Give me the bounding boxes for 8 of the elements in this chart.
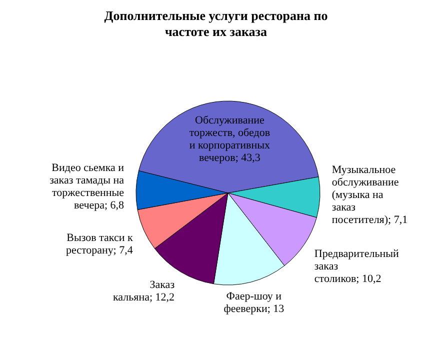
slice-label: Предварительный заказ столиков; 10,2 <box>314 248 399 285</box>
slice-label: Фаер-шоу и фееверки; 13 <box>224 290 285 316</box>
chart-title: Дополнительные услуги ресторана по частоте их заказа <box>103 8 329 40</box>
slice-label: Вызов такси к ресторану; 7,4 <box>66 232 134 256</box>
slice-label: Видео сьемка и заказ тамады на торжественные вечера; 6,8 <box>50 162 125 212</box>
slice-label: Обслуживание торжеств, обедов и корпоративных вечеров; 43,3 <box>189 114 270 164</box>
slice-label: Заказ кальяна; 12,2 <box>113 279 175 304</box>
slice-label: Музыкальное обслуживание (музыка на заказ посетителя); 7,1 <box>332 164 408 226</box>
